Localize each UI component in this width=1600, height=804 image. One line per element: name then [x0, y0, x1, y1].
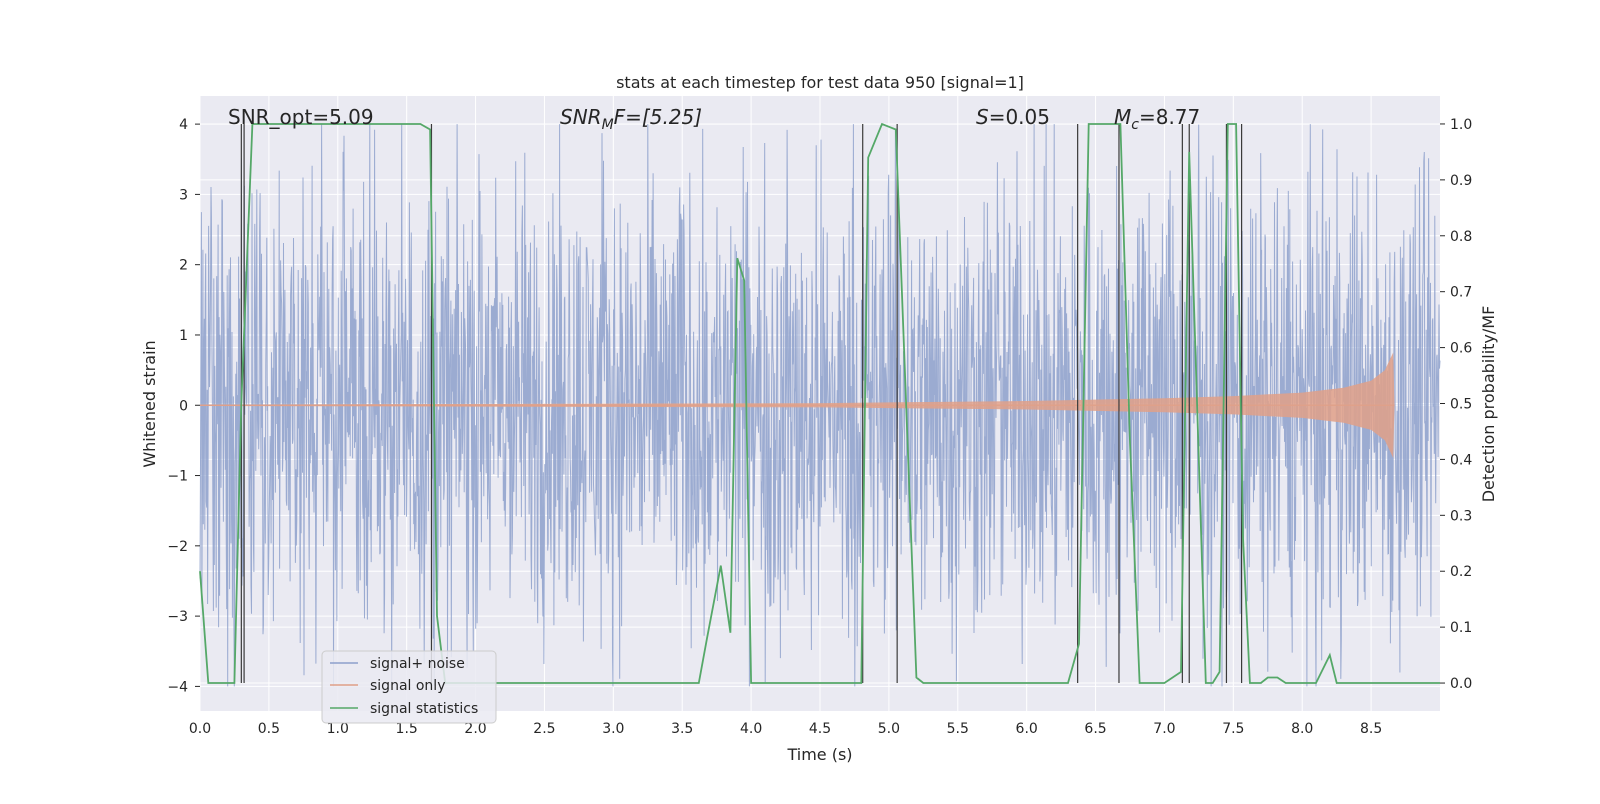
y-axis-ticks: −4 −3 −2 −1 0 1 2 3 4 [167, 117, 200, 695]
x-tick-label: 1.5 [396, 721, 418, 737]
legend-label-stats: signal statistics [370, 701, 478, 717]
x-tick-label: 6.0 [1016, 721, 1038, 737]
y-right-tick-label: 0.1 [1450, 620, 1472, 636]
y-right-tick-label: 0.9 [1450, 173, 1472, 189]
x-tick-label: 3.5 [671, 721, 693, 737]
y-tick-label: 3 [179, 187, 188, 203]
signal-statistics-series [199, 122, 1440, 684]
y-right-tick-label: 1.0 [1450, 117, 1472, 133]
s-value: =0.05 [989, 105, 1050, 129]
legend-label-signal: signal only [370, 678, 445, 694]
mc-value: =8.77 [1139, 105, 1200, 129]
y-right-tick-label: 0.5 [1450, 397, 1472, 413]
x-tick-label: 8.0 [1291, 721, 1313, 737]
y-right-tick-label: 0.8 [1450, 229, 1472, 245]
y-axis-right-ticks: 0.0 0.1 0.2 0.3 0.4 0.5 0.6 0.7 0.8 0.9 1.0 [1440, 117, 1472, 692]
snr-mf-var: SNR [560, 105, 602, 129]
signal-noise-series [199, 124, 1441, 687]
x-tick-label: 1.0 [327, 721, 349, 737]
x-tick-label: 4.0 [740, 721, 762, 737]
y-right-tick-label: 0.7 [1450, 285, 1472, 301]
chart-title: stats at each timestep for test data 950… [616, 73, 1024, 92]
mc-sub: c [1131, 117, 1139, 133]
x-axis-label: Time (s) [786, 745, 852, 764]
signal-only-series [200, 352, 1395, 458]
x-tick-label: 2.0 [464, 721, 486, 737]
x-tick-label: 2.5 [533, 721, 555, 737]
y-tick-label: 1 [179, 328, 188, 344]
y-right-tick-label: 0.0 [1450, 676, 1472, 692]
snr-mf-sub: M [602, 117, 614, 133]
y-right-tick-label: 0.4 [1450, 452, 1472, 468]
x-tick-label: 7.5 [1222, 721, 1244, 737]
snr-opt-annotation: SNR_opt=5.09 [228, 105, 374, 129]
y-tick-label: −4 [167, 679, 188, 695]
mc-annotation: Mc=8.77 [1114, 105, 1200, 133]
y-right-tick-label: 0.2 [1450, 564, 1472, 580]
x-tick-label: 3.0 [602, 721, 624, 737]
legend-box [321, 650, 497, 724]
x-tick-label: 7.0 [1153, 721, 1175, 737]
vertical-markers [240, 123, 1243, 684]
x-tick-label: 5.5 [947, 721, 969, 737]
x-tick-label: 8.5 [1360, 721, 1382, 737]
legend: signal+ noise signal only signal statist… [321, 650, 497, 724]
x-tick-label: 0.0 [189, 721, 211, 737]
y-tick-label: 0 [179, 398, 188, 414]
s-var: S [976, 105, 989, 129]
signal-noise-line [199, 124, 1441, 687]
mc-var: M [1114, 105, 1131, 129]
x-tick-label: 5.0 [878, 721, 900, 737]
x-tick-label: 0.5 [258, 721, 280, 737]
signal-statistics-line [199, 122, 1440, 684]
y-tick-label: 4 [179, 117, 188, 133]
y-right-tick-label: 0.3 [1450, 508, 1472, 524]
x-tick-label: 6.5 [1084, 721, 1106, 737]
y-tick-label: −2 [167, 539, 188, 555]
x-axis-ticks: 0.0 0.5 1.0 1.5 2.0 2.5 3.0 3.5 4.0 4.5 5.0 5.5 6.0 6… [189, 721, 1382, 737]
s-annotation: S=0.05 [976, 105, 1050, 129]
legend-label-noise: signal+ noise [370, 656, 465, 672]
y-right-tick-label: 0.6 [1450, 341, 1472, 357]
y-tick-label: 2 [179, 258, 188, 274]
snr-mf-annotation: SNRMF=[5.25] [560, 105, 702, 133]
y-tick-label: −3 [167, 609, 188, 625]
y-axis-right-label: Detection probability/MF [1479, 306, 1498, 503]
y-axis-label: Whitened strain [140, 340, 159, 467]
snr-mf-suffix: F=[5.25] [614, 105, 702, 129]
x-tick-label: 4.5 [809, 721, 831, 737]
y-tick-label: −1 [167, 469, 188, 485]
